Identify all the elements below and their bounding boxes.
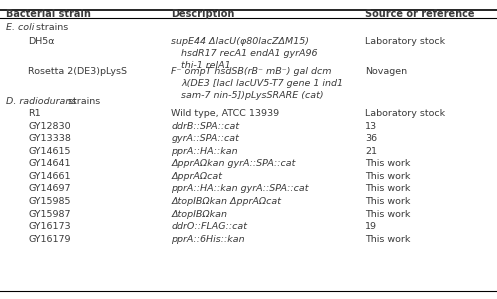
- Text: GY14641: GY14641: [28, 159, 71, 168]
- Text: Source or reference: Source or reference: [365, 9, 475, 19]
- Text: Description: Description: [171, 9, 235, 19]
- Text: GY15987: GY15987: [28, 210, 71, 219]
- Text: strains: strains: [65, 97, 100, 106]
- Text: F⁻ ompT hsdSB(rB⁻ mB⁻) gal dcm: F⁻ ompT hsdSB(rB⁻ mB⁻) gal dcm: [171, 67, 332, 76]
- Text: GY13338: GY13338: [28, 134, 71, 143]
- Text: 13: 13: [365, 122, 377, 131]
- Text: D. radiodurans: D. radiodurans: [6, 97, 77, 106]
- Text: ΔpprAΩkan gyrA::SPA::cat: ΔpprAΩkan gyrA::SPA::cat: [171, 159, 296, 168]
- Text: GY16173: GY16173: [28, 222, 71, 231]
- Text: 36: 36: [365, 134, 377, 143]
- Text: GY14697: GY14697: [28, 184, 71, 193]
- Text: This work: This work: [365, 197, 411, 206]
- Text: ddrB::SPA::cat: ddrB::SPA::cat: [171, 122, 240, 131]
- Text: 19: 19: [365, 222, 377, 231]
- Text: pprA::HA::kan gyrA::SPA::cat: pprA::HA::kan gyrA::SPA::cat: [171, 184, 309, 193]
- Text: GY14661: GY14661: [28, 172, 71, 181]
- Text: This work: This work: [365, 184, 411, 193]
- Text: E. coli: E. coli: [6, 23, 34, 32]
- Text: gyrA::SPA::cat: gyrA::SPA::cat: [171, 134, 240, 143]
- Text: ΔpprAΩcat: ΔpprAΩcat: [171, 172, 223, 181]
- Text: supE44 ΔlacU(φ80lacZΔM15): supE44 ΔlacU(φ80lacZΔM15): [171, 37, 310, 46]
- Text: This work: This work: [365, 172, 411, 181]
- Text: hsdR17 recA1 endA1 gyrA96: hsdR17 recA1 endA1 gyrA96: [181, 49, 318, 58]
- Text: λ(DE3 [lacI lacUV5-T7 gene 1 ind1: λ(DE3 [lacI lacUV5-T7 gene 1 ind1: [181, 79, 343, 88]
- Text: Rosetta 2(DE3)pLysS: Rosetta 2(DE3)pLysS: [28, 67, 127, 76]
- Text: GY14615: GY14615: [28, 147, 71, 156]
- Text: Novagen: Novagen: [365, 67, 408, 76]
- Text: pprA::6His::kan: pprA::6His::kan: [171, 235, 245, 244]
- Text: DH5α: DH5α: [28, 37, 55, 46]
- Text: Bacterial strain: Bacterial strain: [6, 9, 91, 19]
- Text: Laboratory stock: Laboratory stock: [365, 37, 445, 46]
- Text: This work: This work: [365, 235, 411, 244]
- Text: R1: R1: [28, 109, 41, 118]
- Text: 21: 21: [365, 147, 377, 156]
- Text: ddrO::FLAG::cat: ddrO::FLAG::cat: [171, 222, 248, 231]
- Text: GY15985: GY15985: [28, 197, 71, 206]
- Text: pprA::HA::kan: pprA::HA::kan: [171, 147, 238, 156]
- Text: Laboratory stock: Laboratory stock: [365, 109, 445, 118]
- Text: ΔtopIBΩkan: ΔtopIBΩkan: [171, 210, 228, 219]
- Text: This work: This work: [365, 159, 411, 168]
- Text: GY12830: GY12830: [28, 122, 71, 131]
- Text: thi-1 relA1: thi-1 relA1: [181, 61, 231, 70]
- Text: Wild type, ATCC 13939: Wild type, ATCC 13939: [171, 109, 280, 118]
- Text: sam-7 nin-5])pLysSRARE (cat): sam-7 nin-5])pLysSRARE (cat): [181, 91, 324, 100]
- Text: GY16179: GY16179: [28, 235, 71, 244]
- Text: This work: This work: [365, 210, 411, 219]
- Text: strains: strains: [33, 23, 69, 32]
- Text: ΔtopIBΩkan ΔpprAΩcat: ΔtopIBΩkan ΔpprAΩcat: [171, 197, 281, 206]
